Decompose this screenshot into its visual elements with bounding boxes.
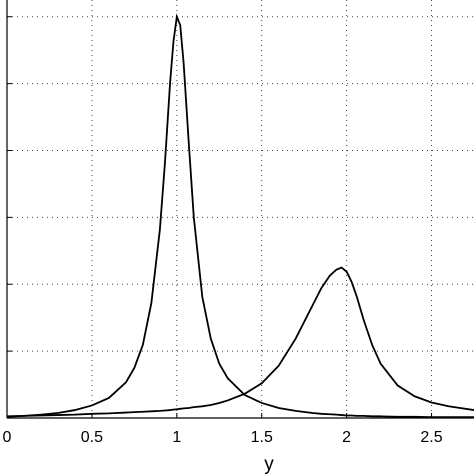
x-tick-label-2: 1 [172,429,181,446]
series-line-1 [6,13,474,419]
x-tick-label-3: 1.5 [251,429,273,446]
x-axis-label: y [264,454,274,474]
tick-labels: 0 0.5 1 1.5 2 2.5 [3,429,443,446]
x-tick-label-1: 0.5 [81,429,103,446]
axes [6,0,474,419]
x-tick-label-0: 0 [3,429,12,446]
series-line-2 [6,266,474,418]
x-tick-label-4: 2 [342,429,351,446]
series-group [6,13,474,419]
x-tick-label-5: 2.5 [420,429,442,446]
